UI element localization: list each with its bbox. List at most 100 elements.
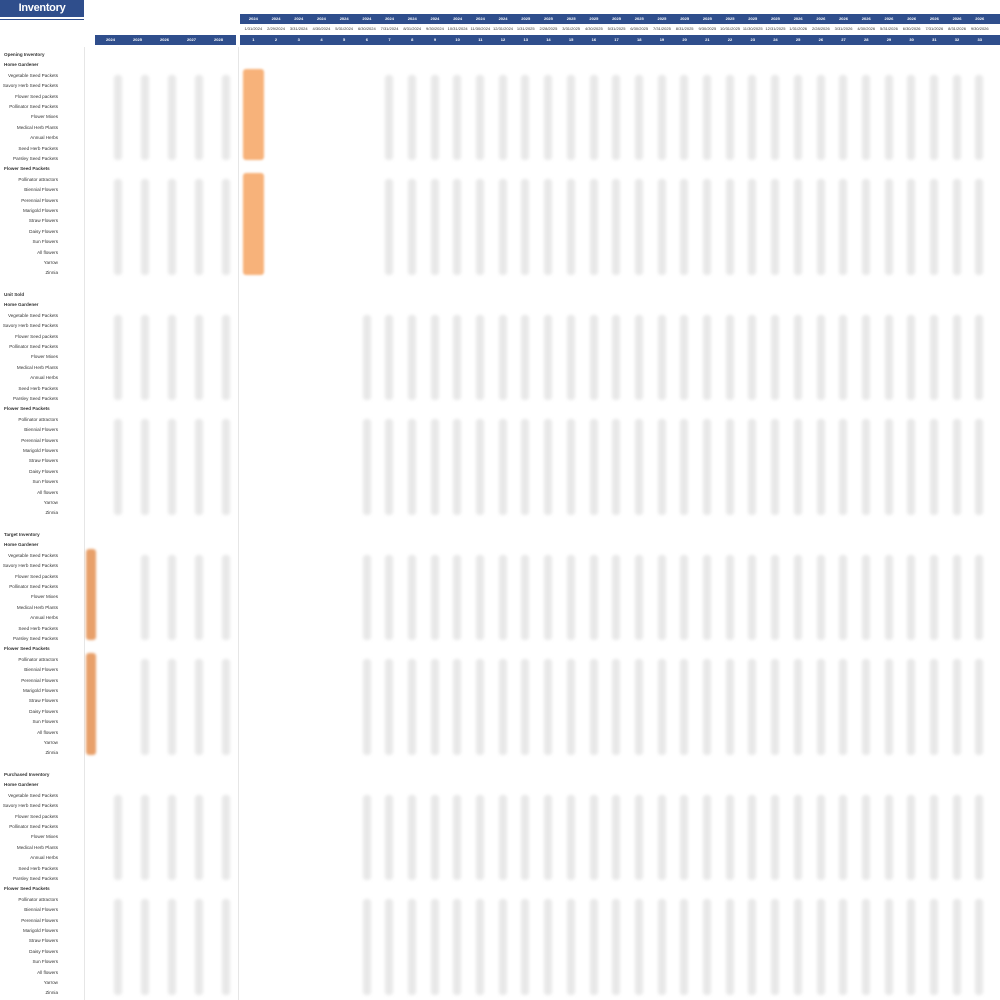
period-year-header: 2025 <box>634 16 644 21</box>
period-year-header: 2025 <box>521 16 531 21</box>
item-label: Straw Flowers <box>28 698 58 704</box>
blurred-period-values <box>612 554 621 641</box>
blurred-period-values <box>566 314 575 401</box>
period-year-header: 2025 <box>702 16 712 21</box>
group-title: Home Gardener <box>4 542 39 548</box>
blurred-period-values <box>453 314 462 401</box>
blurred-period-values <box>385 314 394 401</box>
item-label: Marigold Flowers <box>23 208 58 213</box>
blurred-period-values <box>839 74 848 161</box>
blurred-annual-values <box>141 898 149 995</box>
blurred-period-values <box>861 74 870 161</box>
period-date-header: 10/31/2025 <box>720 26 741 31</box>
item-label: Perennial Flowers <box>21 677 58 683</box>
blurred-period-values <box>793 74 802 161</box>
blurred-period-values <box>884 178 893 275</box>
blurred-period-values <box>816 554 825 641</box>
item-label: Flower Mixes <box>30 354 58 360</box>
monthly-period-band <box>240 35 1000 45</box>
period-date-header: 3/31/2024 <box>289 26 308 31</box>
blurred-period-values <box>703 658 711 755</box>
blurred-period-values <box>430 794 439 881</box>
period-number-header: 5 <box>343 37 346 42</box>
blurred-period-values <box>930 554 938 641</box>
annual-year-header: 2027 <box>187 37 196 42</box>
blurred-annual-values <box>141 178 149 275</box>
blurred-period-values <box>498 74 507 161</box>
period-number-header: 33 <box>977 37 982 42</box>
period-year-header: 2024 <box>339 16 349 21</box>
blurred-period-values <box>453 898 462 995</box>
period-year-header: 2026 <box>884 16 894 21</box>
item-label: Yarrow <box>43 740 58 745</box>
blurred-period-values <box>521 178 530 275</box>
blurred-period-values <box>703 314 711 401</box>
item-label: Savory Herb Seed Packets <box>2 803 58 809</box>
blurred-period-values <box>839 658 848 755</box>
period-year-header: 2025 <box>543 16 553 21</box>
period-year-header: 2024 <box>248 16 258 21</box>
blurred-annual-values <box>114 898 122 995</box>
annual-header-band <box>95 35 236 45</box>
period-date-header: 7/31/2024 <box>380 26 399 31</box>
blurred-period-values <box>521 418 530 515</box>
title-underline <box>0 19 84 20</box>
period-date-header: 5/31/2025 <box>607 26 626 31</box>
blurred-annual-values <box>195 314 203 401</box>
blurred-period-values <box>407 554 416 641</box>
item-label: Medical Herb Plants <box>16 844 58 850</box>
item-label: Daisy Flowers <box>29 948 58 954</box>
period-year-header: 2026 <box>816 16 826 21</box>
item-label: Vegetable Seed Packets <box>7 792 58 798</box>
blurred-annual-values <box>168 418 176 515</box>
period-number-header: 10 <box>455 37 460 42</box>
blurred-period-values <box>930 178 938 275</box>
blurred-period-values <box>680 74 689 161</box>
blurred-period-values <box>407 74 416 161</box>
item-label: Vegetable Seed Packets <box>7 72 58 78</box>
item-label: Zinnia <box>45 510 58 516</box>
blurred-period-values <box>566 74 575 161</box>
blurred-period-values <box>930 794 938 881</box>
item-label: Pollinator Seed Packets <box>9 344 58 349</box>
blurred-period-values <box>907 898 916 995</box>
item-label: Savory Herb Seed Packets <box>2 83 58 89</box>
item-label: Perennial Flowers <box>21 917 58 923</box>
blurred-period-values <box>589 658 598 755</box>
blurred-period-values <box>952 74 961 161</box>
period-date-header: 11/30/2024 <box>470 26 491 31</box>
annual-year-header: 2024 <box>106 37 115 42</box>
blurred-period-values <box>430 658 439 755</box>
period-number-header: 26 <box>818 37 824 42</box>
blurred-period-values <box>952 898 961 995</box>
blurred-annual-values <box>168 794 176 881</box>
period-year-header: 2024 <box>407 16 417 21</box>
period-date-header: 2/29/2024 <box>267 26 285 31</box>
blurred-period-values <box>634 178 643 275</box>
item-label: Perennial Flowers <box>21 437 58 443</box>
blurred-period-values <box>385 658 394 755</box>
period-number-header: 2 <box>274 37 278 42</box>
period-year-header: 2024 <box>316 16 326 21</box>
period-date-header: 1/31/2026 <box>789 26 808 31</box>
period-date-header: 3/31/2025 <box>562 26 581 31</box>
period-year-header: 2026 <box>861 16 871 21</box>
period-date-header: 5/31/2024 <box>335 26 354 31</box>
highlighted-period-values <box>243 68 264 161</box>
blurred-period-values <box>771 658 780 755</box>
blurred-annual-values <box>222 314 230 401</box>
blurred-period-values <box>612 74 621 161</box>
period-year-header: 2025 <box>770 16 780 21</box>
blurred-period-values <box>544 898 553 995</box>
item-label: All flowers <box>37 249 58 255</box>
blurred-period-values <box>430 178 439 275</box>
blurred-period-values <box>884 74 893 161</box>
period-number-header: 24 <box>773 37 778 42</box>
blurred-period-values <box>430 74 439 161</box>
item-label: Seed Herb Packets <box>18 385 58 391</box>
item-label: Perennial Flowers <box>21 197 58 203</box>
blurred-period-values <box>612 658 621 755</box>
blurred-annual-values <box>195 658 203 755</box>
period-number-header: 1 <box>252 37 255 42</box>
period-number-header: 12 <box>500 37 506 42</box>
